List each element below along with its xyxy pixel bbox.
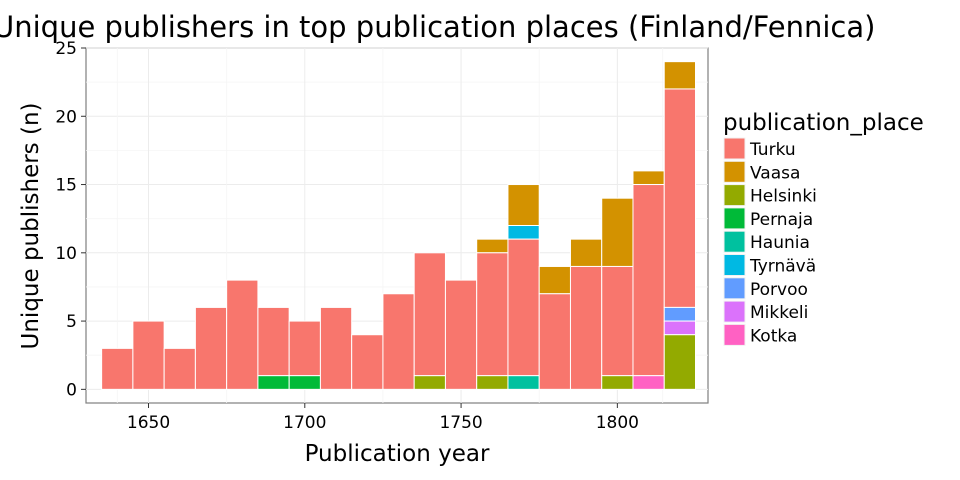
- bar-segment: [351, 334, 384, 390]
- legend-swatch: [724, 161, 745, 182]
- bar-segment: [507, 238, 540, 377]
- bar-segment: [194, 306, 228, 390]
- bar-segment: [569, 265, 603, 390]
- legend-swatch: [724, 278, 745, 299]
- bar-segment: [663, 320, 696, 336]
- chart-title: Unique publishers in top publication pla…: [0, 10, 875, 44]
- bar-segment: [507, 375, 540, 390]
- y-tick-label: 0: [66, 380, 77, 400]
- bar-segment: [319, 306, 353, 390]
- x-tick-label: 1800: [596, 413, 639, 433]
- legend-title: publication_place: [723, 110, 924, 136]
- bar-segment: [444, 279, 478, 390]
- bar-segment: [632, 170, 665, 186]
- bar-segment: [226, 279, 259, 390]
- legend-swatch: [724, 301, 745, 322]
- bar-segment: [663, 61, 696, 90]
- bar-segment: [476, 238, 509, 254]
- legend-label: Vaasa: [750, 163, 800, 183]
- legend-label: Haunia: [750, 233, 810, 253]
- x-axis-title: Publication year: [305, 441, 490, 467]
- legend: publication_place Turku Vaasa Helsinki Pern…: [722, 110, 924, 347]
- bar-segment: [101, 347, 134, 390]
- legend-label: Turku: [749, 140, 796, 160]
- legend-label: Tyrnävä: [749, 257, 816, 277]
- legend-label: Porvoo: [750, 280, 808, 300]
- legend-swatch: [724, 324, 745, 345]
- legend-label: Helsinki: [750, 187, 817, 207]
- y-tick-label: 15: [55, 176, 77, 196]
- y-tick-label: 10: [55, 244, 77, 264]
- legend-label: Kotka: [750, 326, 797, 346]
- bar-segment: [476, 252, 509, 377]
- legend-label: Mikkeli: [750, 303, 808, 323]
- bar-segment: [257, 306, 290, 377]
- bar-segment: [288, 320, 321, 377]
- x-tick-label: 1650: [127, 413, 170, 433]
- legend-label: Pernaja: [750, 210, 813, 230]
- bar-segment: [601, 375, 634, 390]
- y-axis-title: Unique publishers (n): [18, 103, 44, 350]
- x-tick-label: 1700: [283, 413, 326, 433]
- bar-segment: [569, 238, 603, 267]
- bar-segment: [288, 375, 321, 390]
- bar-segment: [632, 375, 665, 390]
- bar-segment: [601, 197, 634, 267]
- bar-segment: [632, 184, 665, 377]
- y-tick-label: 20: [55, 107, 77, 127]
- bar-segment: [663, 306, 696, 322]
- y-tick-label: 25: [55, 39, 77, 59]
- bar-segment: [382, 293, 415, 390]
- y-tick-label: 5: [66, 312, 77, 332]
- bar-segment: [413, 375, 446, 390]
- x-axis: 1650 1700 1750 1800: [127, 403, 639, 433]
- bar-segment: [663, 88, 696, 308]
- legend-swatch: [724, 138, 745, 159]
- bar-segment: [163, 347, 196, 390]
- bar-segment: [132, 320, 165, 390]
- bar-segment: [507, 184, 540, 227]
- legend-swatch: [724, 208, 745, 229]
- legend-swatch: [724, 255, 745, 275]
- legend-swatch: [724, 231, 745, 252]
- bar-segment: [507, 225, 540, 240]
- bar-segment: [413, 252, 446, 377]
- y-axis: 0 5 10 15 20 25: [55, 39, 86, 400]
- legend-swatch: [724, 185, 745, 206]
- bars: [101, 61, 696, 390]
- bar-segment: [601, 265, 634, 377]
- bar-segment: [538, 265, 571, 295]
- bar-segment: [663, 334, 696, 390]
- bar-segment: [538, 293, 571, 390]
- bar-segment: [476, 375, 509, 390]
- x-tick-label: 1750: [439, 413, 482, 433]
- bar-segment: [257, 375, 290, 390]
